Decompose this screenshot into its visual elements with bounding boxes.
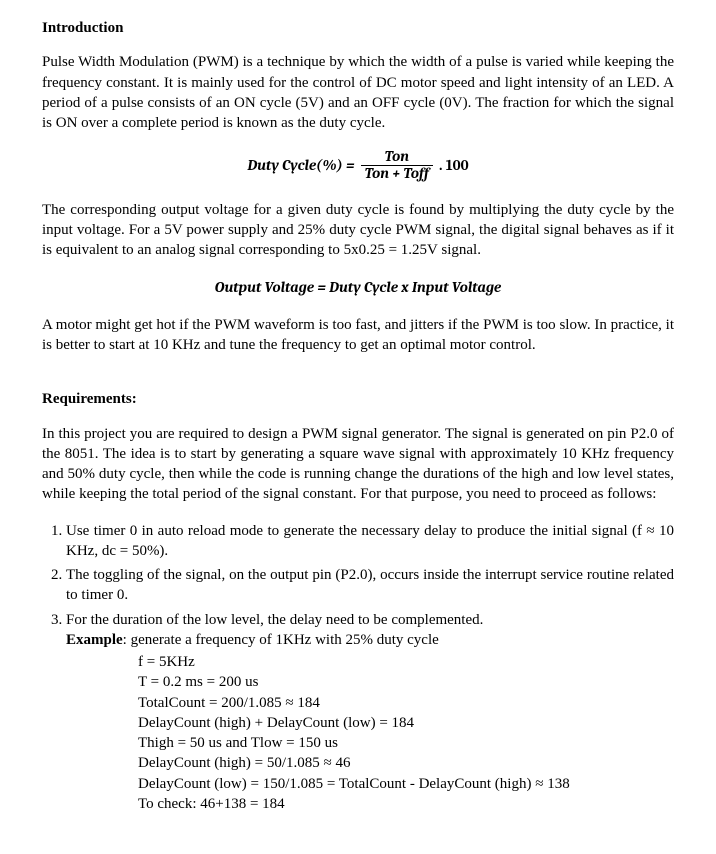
example-line-7: DelayCount (low) = 150/1.085 = TotalCoun… bbox=[138, 774, 674, 794]
example-label-rest: : generate a frequency of 1KHz with 25% … bbox=[123, 632, 439, 648]
requirements-paragraph: In this project you are required to desi… bbox=[42, 424, 674, 505]
requirements-heading: Requirements: bbox=[42, 389, 674, 409]
example-line-4: DelayCount (high) + DelayCount (low) = 1… bbox=[138, 713, 674, 733]
formula-lhs: Duty Cycle(%) = bbox=[247, 155, 354, 175]
example-line-2: T = 0.2 ms = 200 us bbox=[138, 672, 674, 692]
formula-numerator: Ton bbox=[381, 149, 414, 165]
step-1: Use timer 0 in auto reload mode to gener… bbox=[66, 521, 674, 562]
intro-heading: Introduction bbox=[42, 18, 674, 38]
example-block: f = 5KHz T = 0.2 ms = 200 us TotalCount … bbox=[138, 652, 674, 814]
formula-denominator: Ton + Toff bbox=[361, 165, 434, 182]
intro-paragraph-2: The corresponding output voltage for a g… bbox=[42, 200, 674, 261]
step-3: For the duration of the low level, the d… bbox=[66, 610, 674, 815]
example-line-1: f = 5KHz bbox=[138, 652, 674, 672]
formula-tail: . 100 bbox=[439, 155, 469, 175]
example-line-5: Thigh = 50 us and Tlow = 150 us bbox=[138, 733, 674, 753]
duty-cycle-formula: Duty Cycle(%) = Ton Ton + Toff . 100 bbox=[42, 149, 674, 182]
output-voltage-formula: Output Voltage = Duty Cycle x Input Volt… bbox=[42, 277, 674, 297]
intro-paragraph-3: A motor might get hot if the PWM wavefor… bbox=[42, 315, 674, 356]
example-line-8: To check: 46+138 = 184 bbox=[138, 794, 674, 814]
formula-fraction: Ton Ton + Toff bbox=[361, 149, 434, 182]
step-3-text: For the duration of the low level, the d… bbox=[66, 612, 483, 628]
example-line-3: TotalCount = 200/1.085 ≈ 184 bbox=[138, 693, 674, 713]
example-label: Example bbox=[66, 632, 123, 648]
example-line-6: DelayCount (high) = 50/1.085 ≈ 46 bbox=[138, 753, 674, 773]
intro-paragraph-1: Pulse Width Modulation (PWM) is a techni… bbox=[42, 52, 674, 133]
step-2: The toggling of the signal, on the outpu… bbox=[66, 565, 674, 606]
requirements-steps: Use timer 0 in auto reload mode to gener… bbox=[42, 521, 674, 815]
